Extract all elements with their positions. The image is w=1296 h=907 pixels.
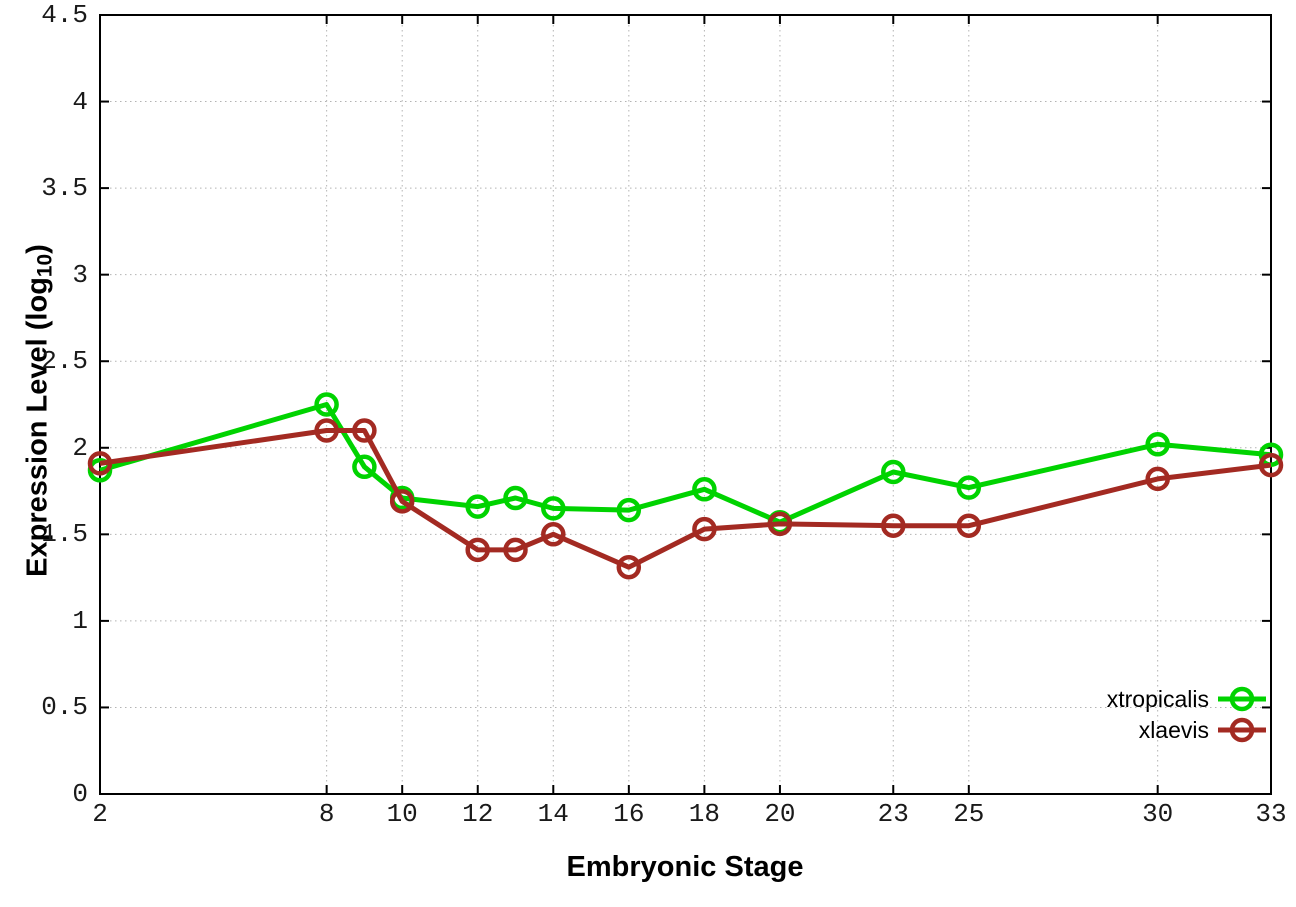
legend-marker-xlaevis [1218,717,1266,743]
x-tick-label-12: 12 [462,799,494,829]
data-point-xlaevis-stage-25 [956,513,982,538]
data-point-xtropicalis-stage-8 [314,392,339,417]
legend: xtropicalis xlaevis [1107,684,1266,745]
y-tick-label-2.5: 2.5 [41,346,88,377]
y-tick-label-3: 3 [72,259,88,290]
legend-marker-xtropicalis [1218,686,1266,712]
legend-entry-xlaevis: xlaevis [1139,715,1266,745]
y-tick-label-1: 1 [72,605,88,636]
y-tick-label-4.5: 4.5 [41,0,88,30]
legend-point-sample [1229,686,1255,712]
plot-border [99,14,1272,795]
x-tick-label-10: 10 [386,799,418,829]
data-point-xlaevis-stage-16 [616,554,642,580]
data-point-xlaevis-stage-9 [352,418,377,443]
legend-entry-xtropicalis: xtropicalis [1107,684,1266,714]
data-point-xlaevis-stage-12 [465,537,490,563]
data-point-xlaevis-stage-13 [503,537,528,563]
data-point-xtropicalis-stage-9 [352,454,377,480]
data-point-xtropicalis-stage-12 [465,494,490,519]
x-tick-label-23: 23 [877,799,909,829]
data-point-xlaevis-stage-10 [389,489,415,514]
data-point-xtropicalis-stage-13 [503,485,528,511]
data-point-xlaevis-stage-18 [692,516,717,542]
data-point-xlaevis-stage-30 [1145,466,1170,492]
data-point-xtropicalis-stage-16 [616,497,642,523]
legend-label-xlaevis: xlaevis [1138,717,1209,743]
series-line-xtropicalis [99,402,1272,525]
data-point-xtropicalis-stage-23 [881,459,906,485]
legend-point-sample [1229,717,1255,743]
y-tick-label-2: 2 [72,432,88,463]
data-point-xtropicalis-stage-30 [1145,432,1170,457]
y-axis-title-suffix: ) [21,244,54,254]
data-point-xlaevis-stage-23 [881,513,906,538]
data-point-xlaevis-stage-20 [767,511,793,537]
data-point-xtropicalis-stage-14 [541,496,566,521]
y-tick-label-1.5: 1.5 [41,519,88,550]
y-tick-label-0.5: 0.5 [41,692,88,723]
data-point-xtropicalis-stage-25 [956,475,982,500]
x-tick-label-14: 14 [537,799,569,829]
series-line-xlaevis [99,428,1272,570]
x-axis-title: Embryonic Stage [566,851,804,883]
data-point-xtropicalis-stage-18 [692,477,717,502]
data-point-xtropicalis-stage-33 [1258,442,1284,467]
x-tick-label-33: 33 [1255,799,1287,829]
data-point-xlaevis-stage-14 [541,522,566,547]
y-tick-label-0: 0 [72,779,88,809]
x-tick-label-25: 25 [953,799,985,829]
x-tick-label-2: 2 [92,799,108,829]
y-tick-label-3.5: 3.5 [41,173,88,204]
x-tick-label-20: 20 [764,799,796,829]
data-point-xlaevis-stage-33 [1258,452,1284,478]
y-tick-label-4: 4 [72,86,88,117]
data-point-xlaevis-stage-2 [87,451,113,476]
x-tick-label-30: 30 [1142,799,1174,829]
data-point-xlaevis-stage-8 [314,418,339,443]
x-tick-label-8: 8 [318,799,335,829]
x-tick-label-18: 18 [688,799,720,829]
legend-label-xtropicalis: xtropicalis [1106,686,1209,712]
x-tick-label-16: 16 [613,799,645,829]
